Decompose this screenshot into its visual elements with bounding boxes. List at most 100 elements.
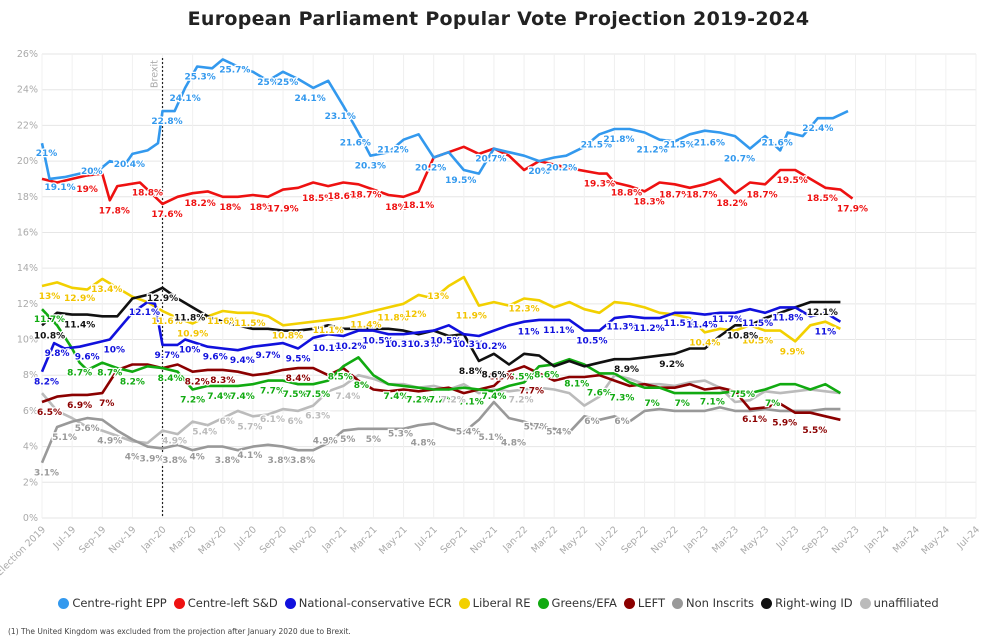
data-label: 13.4%: [91, 285, 122, 295]
data-label: 8.3%: [210, 376, 235, 386]
brexit-label: Brexit: [150, 60, 161, 88]
data-label: 19.1%: [44, 183, 75, 193]
data-label: 17.6%: [151, 210, 182, 220]
legend-label: LEFT: [637, 596, 666, 610]
x-tick-label: Jul-19: [51, 524, 79, 552]
x-tick-label: Jan-23: [681, 524, 711, 554]
data-label: 11.1%: [313, 326, 344, 336]
data-label: 18.2%: [716, 199, 747, 209]
data-label: 21%: [36, 149, 58, 159]
data-labels: 21%19.1%20%20.4%22.8%24.1%25.3%25.7%25%2…: [33, 64, 870, 480]
data-label: 7.2%: [441, 396, 466, 406]
legend-label: National-conservative ECR: [298, 596, 452, 610]
data-label: 4%: [190, 453, 205, 463]
data-label: 8.4%: [286, 374, 311, 384]
legend-swatch: [859, 597, 871, 609]
data-label: 8.6%: [481, 371, 506, 381]
data-label: 20%: [528, 167, 550, 177]
y-tick-label: 14%: [17, 263, 38, 274]
data-label: 8.8%: [459, 367, 484, 377]
data-label: 10.5%: [742, 337, 773, 347]
data-label: 6.3%: [305, 412, 330, 422]
y-tick-label: 8%: [23, 370, 38, 381]
data-label: 4.9%: [313, 437, 338, 447]
x-tick-label: Nov-21: [468, 524, 500, 556]
data-label: 9.7%: [255, 351, 280, 361]
data-label: 7.4%: [207, 392, 232, 402]
data-label: 18.7%: [350, 190, 381, 200]
data-label: 21.5%: [664, 140, 695, 150]
data-label: 10.5%: [576, 337, 607, 347]
data-label: 7.7%: [519, 387, 544, 397]
series-line-national-conservative-ecr: [40, 300, 842, 373]
data-label: 4.1%: [237, 451, 262, 461]
x-tick-label: May-23: [739, 524, 772, 557]
data-label: 8.5%: [509, 372, 534, 382]
x-tick-label: Jan-20: [139, 524, 169, 554]
data-label: 8.6%: [534, 371, 559, 381]
data-label: 11.6%: [207, 317, 238, 327]
data-label: 9.4%: [230, 356, 255, 366]
legend-swatch: [537, 597, 549, 609]
data-label: 7.4%: [230, 392, 255, 402]
y-tick-label: 4%: [23, 442, 38, 453]
legend-swatch: [672, 597, 684, 609]
data-label: 8.1%: [564, 379, 589, 389]
data-label: 18%: [250, 203, 272, 213]
legend-item: Centre-left S&D: [173, 596, 278, 610]
data-label: 9.7%: [155, 351, 180, 361]
data-label: 18.8%: [611, 188, 642, 198]
data-label: 9.8%: [45, 349, 70, 359]
data-label: 11.1%: [543, 326, 574, 336]
data-label: 6%: [287, 417, 302, 427]
data-label: 10.3%: [453, 340, 484, 350]
data-label: 7%: [675, 399, 690, 409]
series-line-unaffiliated: [41, 373, 841, 445]
data-label: 25.7%: [219, 65, 250, 75]
data-label: 10.3%: [408, 340, 439, 350]
data-label: 11.8%: [377, 313, 408, 323]
data-label: 19.3%: [584, 180, 615, 190]
y-tick-label: 26%: [17, 49, 38, 60]
x-tick-label: Jan-24: [862, 524, 892, 554]
data-label: 9.6%: [75, 353, 100, 363]
data-label: 21.6%: [340, 139, 371, 149]
data-label: 4.9%: [97, 437, 122, 447]
data-label: 20.3%: [355, 162, 386, 172]
data-label: 23.1%: [325, 112, 356, 122]
data-label: 20.4%: [114, 160, 145, 170]
legend-swatch: [623, 597, 635, 609]
data-label: 7.5%: [305, 390, 330, 400]
x-tick-label: Jul-23: [774, 524, 802, 552]
x-tick-label: Sep-23: [800, 524, 831, 555]
legend-label: Centre-left S&D: [187, 596, 278, 610]
data-label: 10.2%: [335, 342, 366, 352]
data-label: 6%: [220, 417, 235, 427]
x-tick-label: May-24: [919, 524, 952, 557]
x-tick-label: May-21: [377, 524, 410, 557]
data-label: 7.3%: [609, 394, 634, 404]
data-label: 20.7%: [475, 155, 506, 165]
data-label: 18.7%: [659, 190, 690, 200]
data-label: 4.8%: [411, 438, 436, 448]
data-label: 7.7%: [260, 387, 285, 397]
data-label: 5.6%: [75, 424, 100, 434]
legend-label: Greens/EFA: [551, 596, 617, 610]
series-line-centre-right-epp: [40, 58, 849, 181]
legend-label: Non Inscrits: [686, 596, 755, 610]
y-tick-label: 6%: [23, 406, 38, 417]
data-label: 5.7%: [237, 422, 262, 432]
data-label: 8.2%: [34, 378, 59, 388]
y-tick-label: 2%: [23, 477, 38, 488]
data-label: 8.7%: [97, 369, 122, 379]
data-label: 18.7%: [686, 190, 717, 200]
data-label: 5%: [340, 435, 355, 445]
legend-item: Greens/EFA: [537, 596, 617, 610]
data-label: 18.1%: [403, 201, 434, 211]
data-label: 3.8%: [162, 456, 187, 466]
data-label: 22.8%: [151, 117, 182, 127]
data-label: 12.1%: [807, 308, 838, 318]
data-label: 10%: [179, 346, 201, 356]
series-line-greens-efa: [41, 308, 842, 395]
